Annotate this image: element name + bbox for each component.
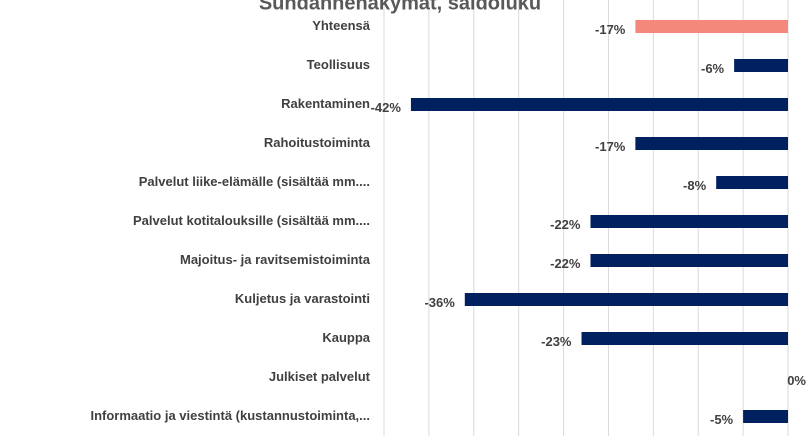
data-label: -22% bbox=[550, 256, 581, 271]
data-label: -23% bbox=[541, 334, 572, 349]
bar bbox=[635, 137, 788, 150]
data-label: -36% bbox=[424, 295, 455, 310]
bar bbox=[410, 98, 788, 111]
data-label: -17% bbox=[595, 22, 626, 37]
data-label: -42% bbox=[371, 100, 402, 115]
category-label: Informaatio ja viestintä (kustannustoimi… bbox=[90, 408, 370, 423]
data-label: -8% bbox=[683, 178, 707, 193]
category-label: Kuljetus ja varastointi bbox=[235, 291, 370, 306]
chart-title: Suhdannenäkymät, saldoluku bbox=[259, 0, 541, 14]
category-label: Kauppa bbox=[322, 330, 370, 345]
data-label: -17% bbox=[595, 139, 626, 154]
bar bbox=[716, 176, 788, 189]
category-label: Majoitus- ja ravitsemistoiminta bbox=[180, 252, 371, 267]
category-label: Rahoitustoiminta bbox=[264, 135, 371, 150]
bar bbox=[590, 254, 788, 267]
data-label: -6% bbox=[701, 61, 725, 76]
category-label: Yhteensä bbox=[312, 18, 371, 33]
bar bbox=[464, 293, 788, 306]
bar bbox=[590, 215, 788, 228]
bar bbox=[635, 20, 788, 33]
data-label: -5% bbox=[710, 412, 734, 427]
bar bbox=[743, 410, 788, 423]
category-label: Julkiset palvelut bbox=[269, 369, 371, 384]
category-label: Palvelut kotitalouksille (sisältää mm...… bbox=[133, 213, 370, 228]
bar bbox=[581, 332, 788, 345]
bar bbox=[734, 59, 788, 72]
category-label: Teollisuus bbox=[307, 57, 370, 72]
category-label: Rakentaminen bbox=[281, 96, 370, 111]
category-label: Palvelut liike-elämälle (sisältää mm.... bbox=[139, 174, 370, 189]
data-label: 0% bbox=[787, 373, 806, 388]
data-label: -22% bbox=[550, 217, 581, 232]
